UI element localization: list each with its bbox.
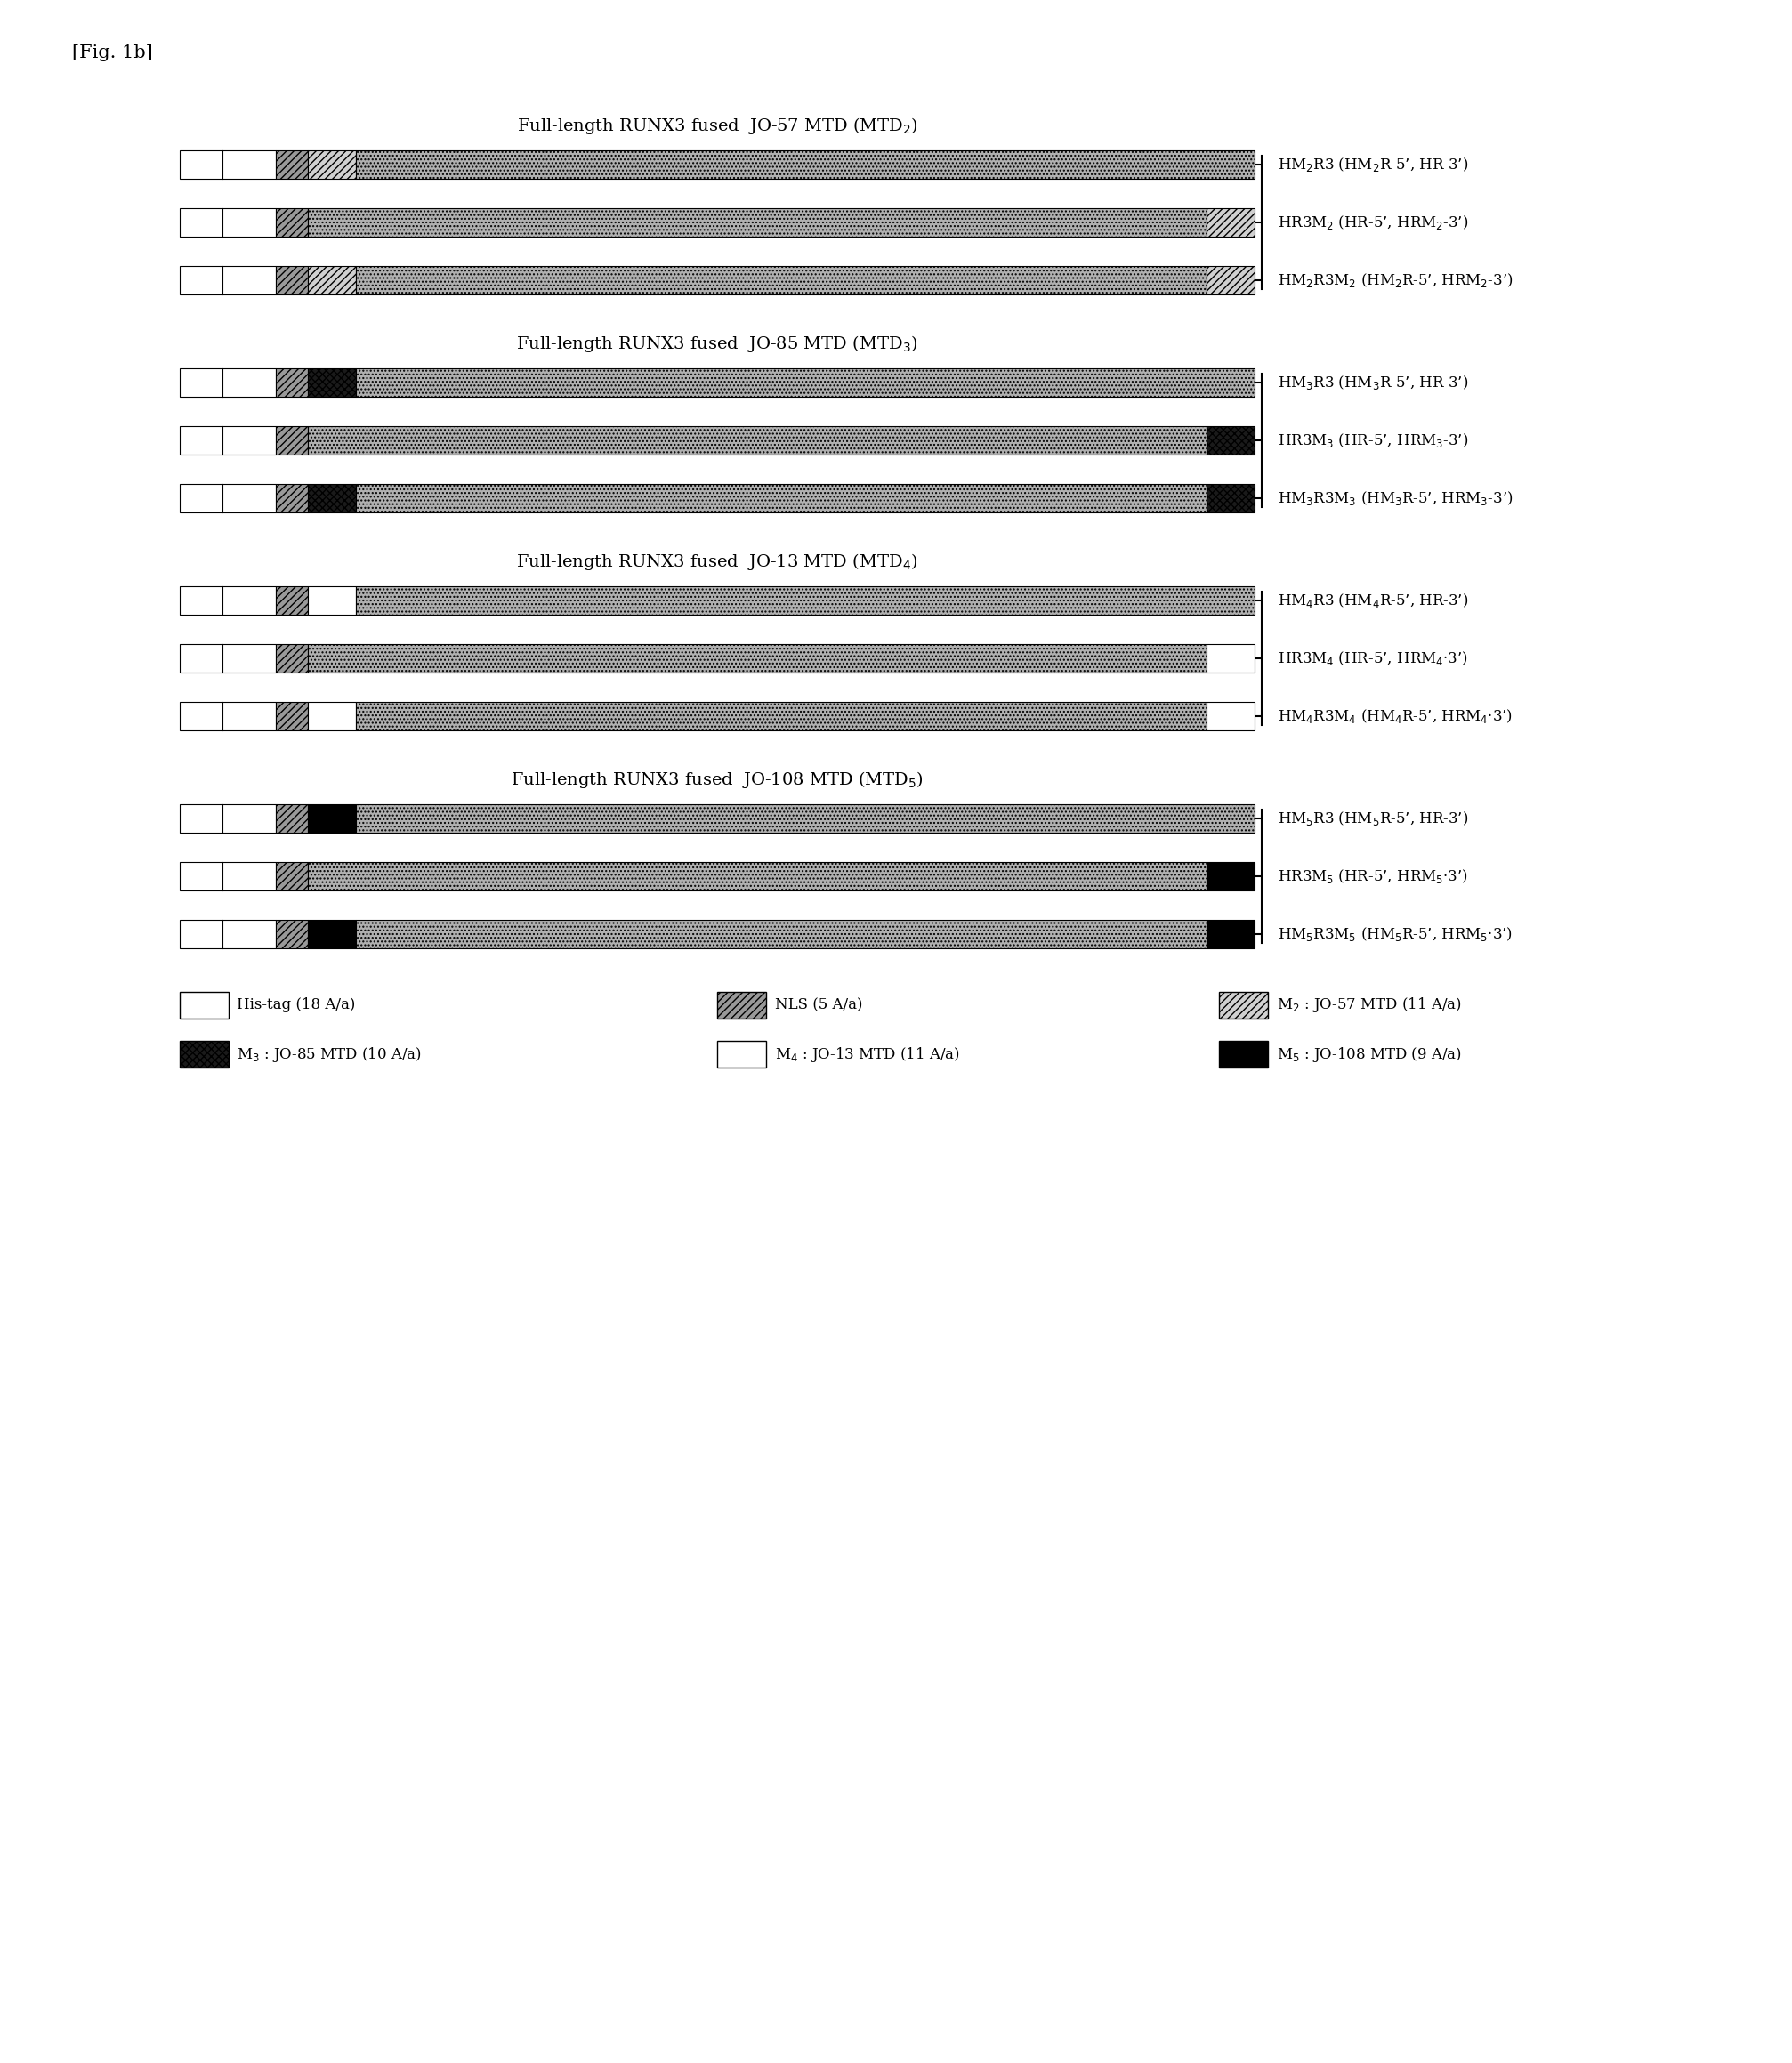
Bar: [717, 1042, 765, 1067]
Bar: [179, 992, 228, 1019]
Bar: [179, 586, 276, 615]
Bar: [1206, 862, 1254, 891]
Bar: [1206, 920, 1254, 949]
Bar: [308, 369, 357, 396]
Text: HR3M$_4$ (HR-5’, HRM$_4$·3’): HR3M$_4$ (HR-5’, HRM$_4$·3’): [1278, 650, 1468, 666]
Bar: [1206, 266, 1254, 295]
Bar: [308, 208, 1206, 237]
Text: [Fig. 1b]: [Fig. 1b]: [72, 45, 152, 62]
Text: HM$_2$R3M$_2$ (HM$_2$R-5’, HRM$_2$-3’): HM$_2$R3M$_2$ (HM$_2$R-5’, HRM$_2$-3’): [1278, 272, 1512, 289]
Bar: [308, 151, 357, 179]
Bar: [357, 369, 1254, 396]
Text: HM$_5$R3M$_5$ (HM$_5$R-5’, HRM$_5$·3’): HM$_5$R3M$_5$ (HM$_5$R-5’, HRM$_5$·3’): [1278, 924, 1512, 943]
Bar: [276, 369, 308, 396]
Bar: [276, 644, 308, 673]
Bar: [357, 805, 1254, 833]
Text: Full-length RUNX3 fused  JO-13 MTD (MTD$_4$): Full-length RUNX3 fused JO-13 MTD (MTD$_…: [516, 551, 918, 571]
Bar: [308, 862, 1206, 891]
Bar: [1206, 485, 1254, 512]
Bar: [308, 586, 357, 615]
Bar: [179, 151, 276, 179]
Text: HM$_5$R3 (HM$_5$R-5’, HR-3’): HM$_5$R3 (HM$_5$R-5’, HR-3’): [1278, 809, 1468, 827]
Bar: [179, 701, 276, 730]
Bar: [276, 208, 308, 237]
Bar: [357, 586, 1254, 615]
Bar: [1219, 1042, 1267, 1067]
Bar: [357, 920, 1206, 949]
Bar: [357, 701, 1206, 730]
Bar: [717, 992, 765, 1019]
Text: NLS (5 A/a): NLS (5 A/a): [774, 998, 862, 1013]
Bar: [1206, 701, 1254, 730]
Bar: [179, 920, 276, 949]
Bar: [276, 427, 308, 454]
Bar: [1219, 992, 1267, 1019]
Bar: [1206, 208, 1254, 237]
Bar: [179, 644, 276, 673]
Bar: [276, 862, 308, 891]
Text: HM$_4$R3 (HM$_4$R-5’, HR-3’): HM$_4$R3 (HM$_4$R-5’, HR-3’): [1278, 592, 1468, 609]
Text: HR3M$_2$ (HR-5’, HRM$_2$-3’): HR3M$_2$ (HR-5’, HRM$_2$-3’): [1278, 212, 1468, 231]
Bar: [179, 485, 276, 512]
Bar: [179, 208, 276, 237]
Bar: [357, 151, 1254, 179]
Bar: [276, 701, 308, 730]
Bar: [179, 805, 276, 833]
Text: HM$_3$R3 (HM$_3$R-5’, HR-3’): HM$_3$R3 (HM$_3$R-5’, HR-3’): [1278, 373, 1468, 392]
Bar: [308, 644, 1206, 673]
Text: M$_2$ : JO-57 MTD (11 A/a): M$_2$ : JO-57 MTD (11 A/a): [1276, 996, 1460, 1015]
Bar: [357, 485, 1206, 512]
Text: M$_5$ : JO-108 MTD (9 A/a): M$_5$ : JO-108 MTD (9 A/a): [1276, 1044, 1460, 1065]
Bar: [179, 1042, 228, 1067]
Text: HM$_2$R3 (HM$_2$R-5’, HR-3’): HM$_2$R3 (HM$_2$R-5’, HR-3’): [1278, 155, 1468, 173]
Bar: [308, 485, 357, 512]
Text: HR3M$_3$ (HR-5’, HRM$_3$-3’): HR3M$_3$ (HR-5’, HRM$_3$-3’): [1278, 431, 1468, 450]
Bar: [179, 862, 276, 891]
Bar: [179, 369, 276, 396]
Text: His-tag (18 A/a): His-tag (18 A/a): [237, 998, 355, 1013]
Bar: [357, 266, 1206, 295]
Bar: [276, 920, 308, 949]
Bar: [179, 266, 276, 295]
Bar: [276, 266, 308, 295]
Bar: [276, 586, 308, 615]
Text: Full-length RUNX3 fused  JO-108 MTD (MTD$_5$): Full-length RUNX3 fused JO-108 MTD (MTD$…: [511, 769, 923, 790]
Text: HM$_3$R3M$_3$ (HM$_3$R-5’, HRM$_3$-3’): HM$_3$R3M$_3$ (HM$_3$R-5’, HRM$_3$-3’): [1278, 489, 1512, 507]
Text: M$_3$ : JO-85 MTD (10 A/a): M$_3$ : JO-85 MTD (10 A/a): [237, 1044, 421, 1065]
Bar: [276, 805, 308, 833]
Text: Full-length RUNX3 fused  JO-85 MTD (MTD$_3$): Full-length RUNX3 fused JO-85 MTD (MTD$_…: [516, 334, 918, 355]
Bar: [276, 485, 308, 512]
Bar: [1206, 644, 1254, 673]
Text: HR3M$_5$ (HR-5’, HRM$_5$·3’): HR3M$_5$ (HR-5’, HRM$_5$·3’): [1278, 866, 1468, 885]
Bar: [179, 427, 276, 454]
Bar: [308, 427, 1206, 454]
Bar: [308, 701, 357, 730]
Bar: [308, 805, 357, 833]
Text: M$_4$ : JO-13 MTD (11 A/a): M$_4$ : JO-13 MTD (11 A/a): [774, 1044, 959, 1065]
Bar: [308, 920, 357, 949]
Text: Full-length RUNX3 fused  JO-57 MTD (MTD$_2$): Full-length RUNX3 fused JO-57 MTD (MTD$_…: [516, 116, 918, 136]
Text: HM$_4$R3M$_4$ (HM$_4$R-5’, HRM$_4$·3’): HM$_4$R3M$_4$ (HM$_4$R-5’, HRM$_4$·3’): [1278, 708, 1512, 724]
Bar: [276, 151, 308, 179]
Bar: [1206, 427, 1254, 454]
Bar: [308, 266, 357, 295]
